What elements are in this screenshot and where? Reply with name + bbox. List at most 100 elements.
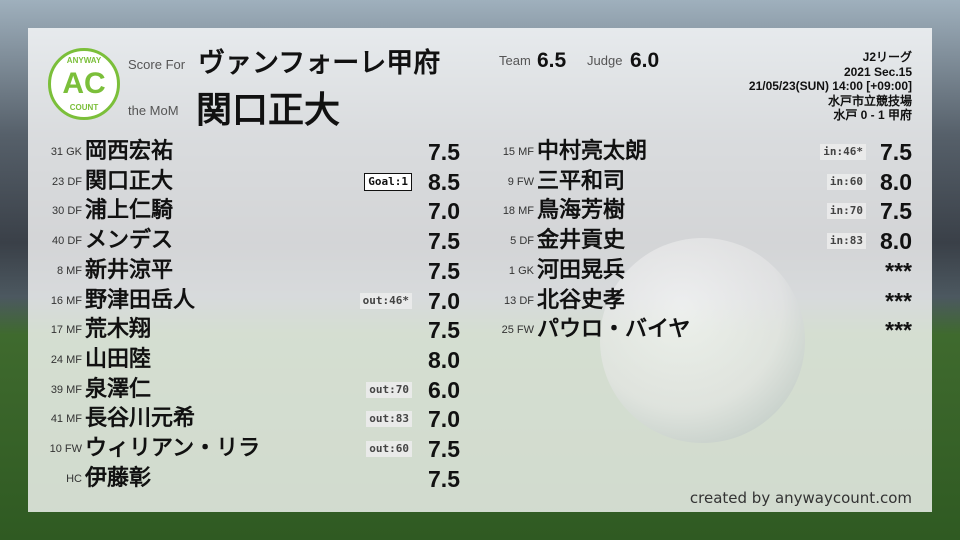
team-score: 6.5	[537, 49, 567, 72]
player-number-position: 41 MF	[50, 413, 82, 426]
player-score: 8.0	[428, 346, 460, 373]
team-name: ヴァンフォーレ甲府	[198, 48, 441, 79]
player-name: 長谷川元希	[85, 406, 196, 432]
player-row: 41 MF 長谷川元希 out:83 7.0	[30, 405, 460, 433]
player-name: 伊藤彰	[85, 465, 152, 491]
player-score: 7.0	[428, 287, 460, 314]
player-number-position: 39 MF	[50, 383, 82, 396]
player-row: 31 GK 岡西宏祐 7.5	[30, 138, 460, 166]
player-row: HC 伊藤彰 7.5	[30, 465, 460, 493]
player-tag: in:83	[826, 233, 866, 250]
player-name: 浦上仁騎	[85, 198, 174, 224]
player-row: 5 DF 金井貢史 in:83 8.0	[482, 227, 912, 255]
player-tag: out:60	[366, 441, 412, 457]
player-row: 18 MF 鳥海芳樹 in:70 7.5	[482, 197, 912, 225]
player-score: 7.0	[428, 198, 460, 225]
player-score: 7.5	[428, 257, 460, 284]
soccer-ball-background	[600, 238, 805, 443]
player-number-position: 24 MF	[50, 353, 82, 366]
player-number-position: 17 MF	[50, 324, 82, 337]
match-result: 水戸 0 - 1 甲府	[833, 108, 912, 122]
player-number-position: 1 GK	[508, 264, 534, 277]
player-number-position: 16 MF	[50, 294, 82, 307]
score-for-label: Score For	[128, 57, 186, 72]
player-number-position: 40 DF	[52, 235, 82, 248]
player-score: ***	[885, 287, 912, 314]
player-name: 三平和司	[537, 168, 626, 194]
player-number-position: 10 FW	[49, 443, 82, 455]
player-name: メンデス	[85, 228, 174, 254]
player-tag: out:70	[366, 381, 412, 398]
player-tag: in:46*	[820, 144, 866, 160]
player-row: 15 MF 中村亮太朗 in:46* 7.5	[482, 138, 912, 166]
player-score: 7.0	[428, 406, 460, 433]
player-number-position: HC	[66, 472, 82, 485]
logo-top-text: ANYWAY	[66, 56, 102, 65]
player-row: 23 DF 関口正大 Goal:1 8.5	[30, 168, 460, 196]
player-row: 1 GK 河田晃兵 ***	[482, 257, 912, 285]
judge-score: 6.0	[630, 49, 660, 72]
judge-label: Judge	[587, 53, 623, 68]
venue: 水戸市立競技場	[827, 93, 912, 108]
player-number-position: 13 DF	[504, 294, 534, 307]
player-name: 岡西宏祐	[85, 139, 174, 164]
player-name: 関口正大	[85, 168, 174, 194]
player-number-position: 23 DF	[52, 175, 82, 188]
player-score: 8.5	[428, 168, 460, 195]
player-name: 鳥海芳樹	[537, 198, 626, 224]
player-score: 6.0	[428, 376, 460, 403]
player-number-position: 30 DF	[52, 205, 82, 218]
player-tag: in:70	[826, 203, 866, 220]
player-score: 7.5	[428, 317, 460, 344]
match-info: J2リーグ 2021 Sec.15 21/05/23(SUN) 14:00 [+…	[749, 50, 912, 123]
player-name: 金井貢史	[537, 228, 626, 254]
player-name: 山田陸	[85, 346, 152, 372]
mom-name: 関口正大	[196, 90, 341, 131]
player-number-position: 18 MF	[502, 205, 534, 218]
player-row: 24 MF 山田陸 8.0	[30, 346, 460, 374]
player-row: 40 DF メンデス 7.5	[30, 227, 460, 255]
player-row: 13 DF 北谷史孝 ***	[482, 287, 912, 315]
player-name: 野津田岳人	[85, 287, 196, 313]
player-tag: Goal:1	[364, 172, 412, 191]
section: 2021 Sec.15	[843, 64, 912, 79]
player-row: 30 DF 浦上仁騎 7.0	[30, 197, 460, 225]
player-tag: out:83	[366, 411, 412, 428]
player-name: 河田晃兵	[537, 257, 626, 283]
match-datetime: 21/05/23(SUN) 14:00 [+09:00]	[748, 79, 912, 93]
player-number-position: 9 FW	[507, 175, 534, 188]
player-row: 9 FW 三平和司 in:60 8.0	[482, 168, 912, 196]
player-row: 25 FW パウロ・バイヤ ***	[482, 316, 912, 344]
player-row: 16 MF 野津田岳人 out:46* 7.0	[30, 287, 460, 315]
player-tag: out:46*	[359, 292, 412, 309]
player-score: 7.5	[428, 139, 460, 165]
player-row: 10 FW ウィリアン・リラ out:60 7.5	[30, 435, 460, 463]
player-score: ***	[885, 257, 912, 284]
player-number-position: 8 MF	[56, 264, 82, 277]
player-name: 北谷史孝	[537, 287, 626, 313]
player-row: 17 MF 荒木翔 7.5	[30, 316, 460, 344]
logo-text: AC	[62, 67, 106, 100]
player-name: パウロ・バイヤ	[537, 317, 691, 343]
player-tag: in:60	[826, 173, 866, 190]
player-name: 泉澤仁	[85, 376, 152, 402]
mom-label: the MoM	[128, 103, 179, 118]
player-score: 7.5	[428, 465, 460, 492]
player-number-position: 31 GK	[50, 146, 82, 158]
player-score: 7.5	[880, 139, 912, 165]
credit: created by anywaycount.com	[689, 489, 912, 507]
league: J2リーグ	[862, 50, 912, 64]
score-panel	[28, 28, 932, 512]
player-number-position: 25 FW	[501, 324, 534, 337]
player-score: 8.0	[880, 168, 912, 195]
player-score: ***	[885, 317, 912, 344]
player-name: 荒木翔	[85, 317, 152, 343]
team-label: Team	[499, 53, 531, 68]
player-score: 8.0	[880, 228, 912, 255]
player-score: 7.5	[428, 228, 460, 255]
player-name: ウィリアン・リラ	[85, 436, 261, 461]
player-name: 新井涼平	[85, 257, 174, 283]
player-number-position: 15 MF	[502, 146, 534, 158]
player-name: 中村亮太朗	[537, 139, 648, 164]
player-number-position: 5 DF	[510, 235, 534, 248]
